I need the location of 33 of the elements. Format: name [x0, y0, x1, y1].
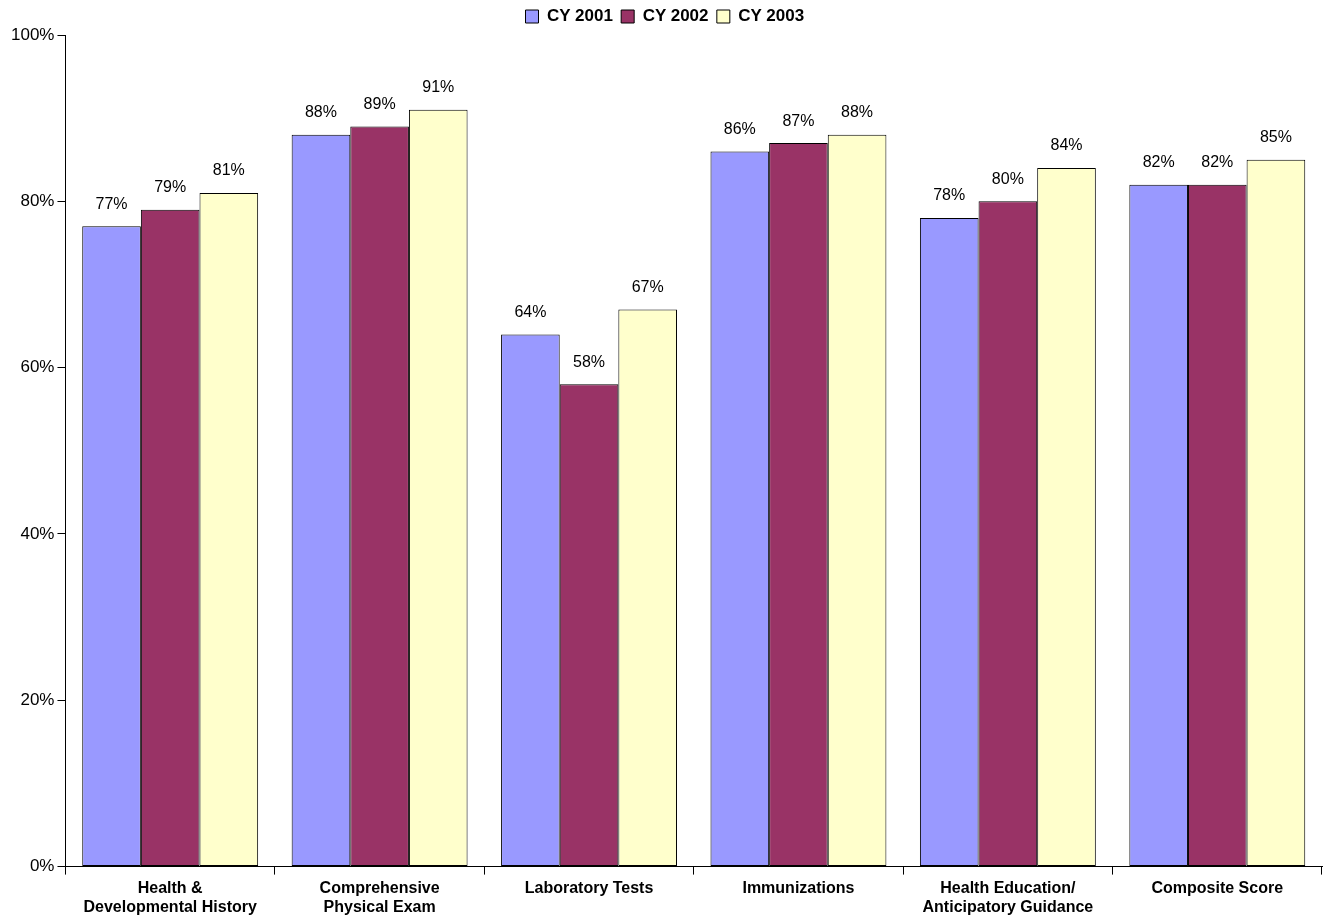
legend-label: CY 2002	[642, 6, 709, 26]
y-tick-label: 0%	[29, 856, 55, 876]
data-label: 85%	[1259, 128, 1292, 146]
data-label: 88%	[304, 103, 337, 121]
data-label: 77%	[95, 194, 128, 212]
x-tick-label: Comprehensive Physical Exam	[319, 878, 440, 915]
y-tick-label: 40%	[20, 523, 55, 543]
x-tick-label: Immunizations	[742, 878, 855, 896]
data-label: 89%	[363, 94, 396, 112]
x-tick-label: Health & Developmental History	[83, 878, 257, 915]
data-label: 79%	[154, 178, 187, 196]
y-tick-label: 100%	[11, 24, 55, 44]
data-label: 87%	[782, 111, 815, 129]
y-tick-label: 20%	[20, 689, 55, 709]
data-label: 80%	[991, 169, 1024, 187]
data-label: 84%	[1050, 136, 1083, 154]
x-tick-label: Laboratory Tests	[524, 878, 654, 896]
legend-label: CY 2001	[547, 6, 613, 26]
data-label: 86%	[723, 119, 756, 137]
data-label: 82%	[1142, 153, 1175, 171]
data-label: 81%	[212, 161, 245, 179]
x-tick-label: Health Education/ Anticipatory Guidance	[922, 878, 1094, 915]
data-label: 82%	[1201, 153, 1234, 171]
legend-label: CY 2003	[738, 6, 805, 26]
data-label: 78%	[933, 186, 966, 204]
data-label: 64%	[514, 302, 547, 320]
data-label: 67%	[631, 277, 664, 295]
y-tick-label: 80%	[20, 191, 55, 211]
data-label: 88%	[841, 103, 874, 121]
y-tick-label: 60%	[20, 357, 55, 377]
data-label: 58%	[573, 352, 606, 370]
x-tick-label: Composite Score	[1151, 878, 1284, 896]
data-label: 91%	[422, 78, 455, 96]
